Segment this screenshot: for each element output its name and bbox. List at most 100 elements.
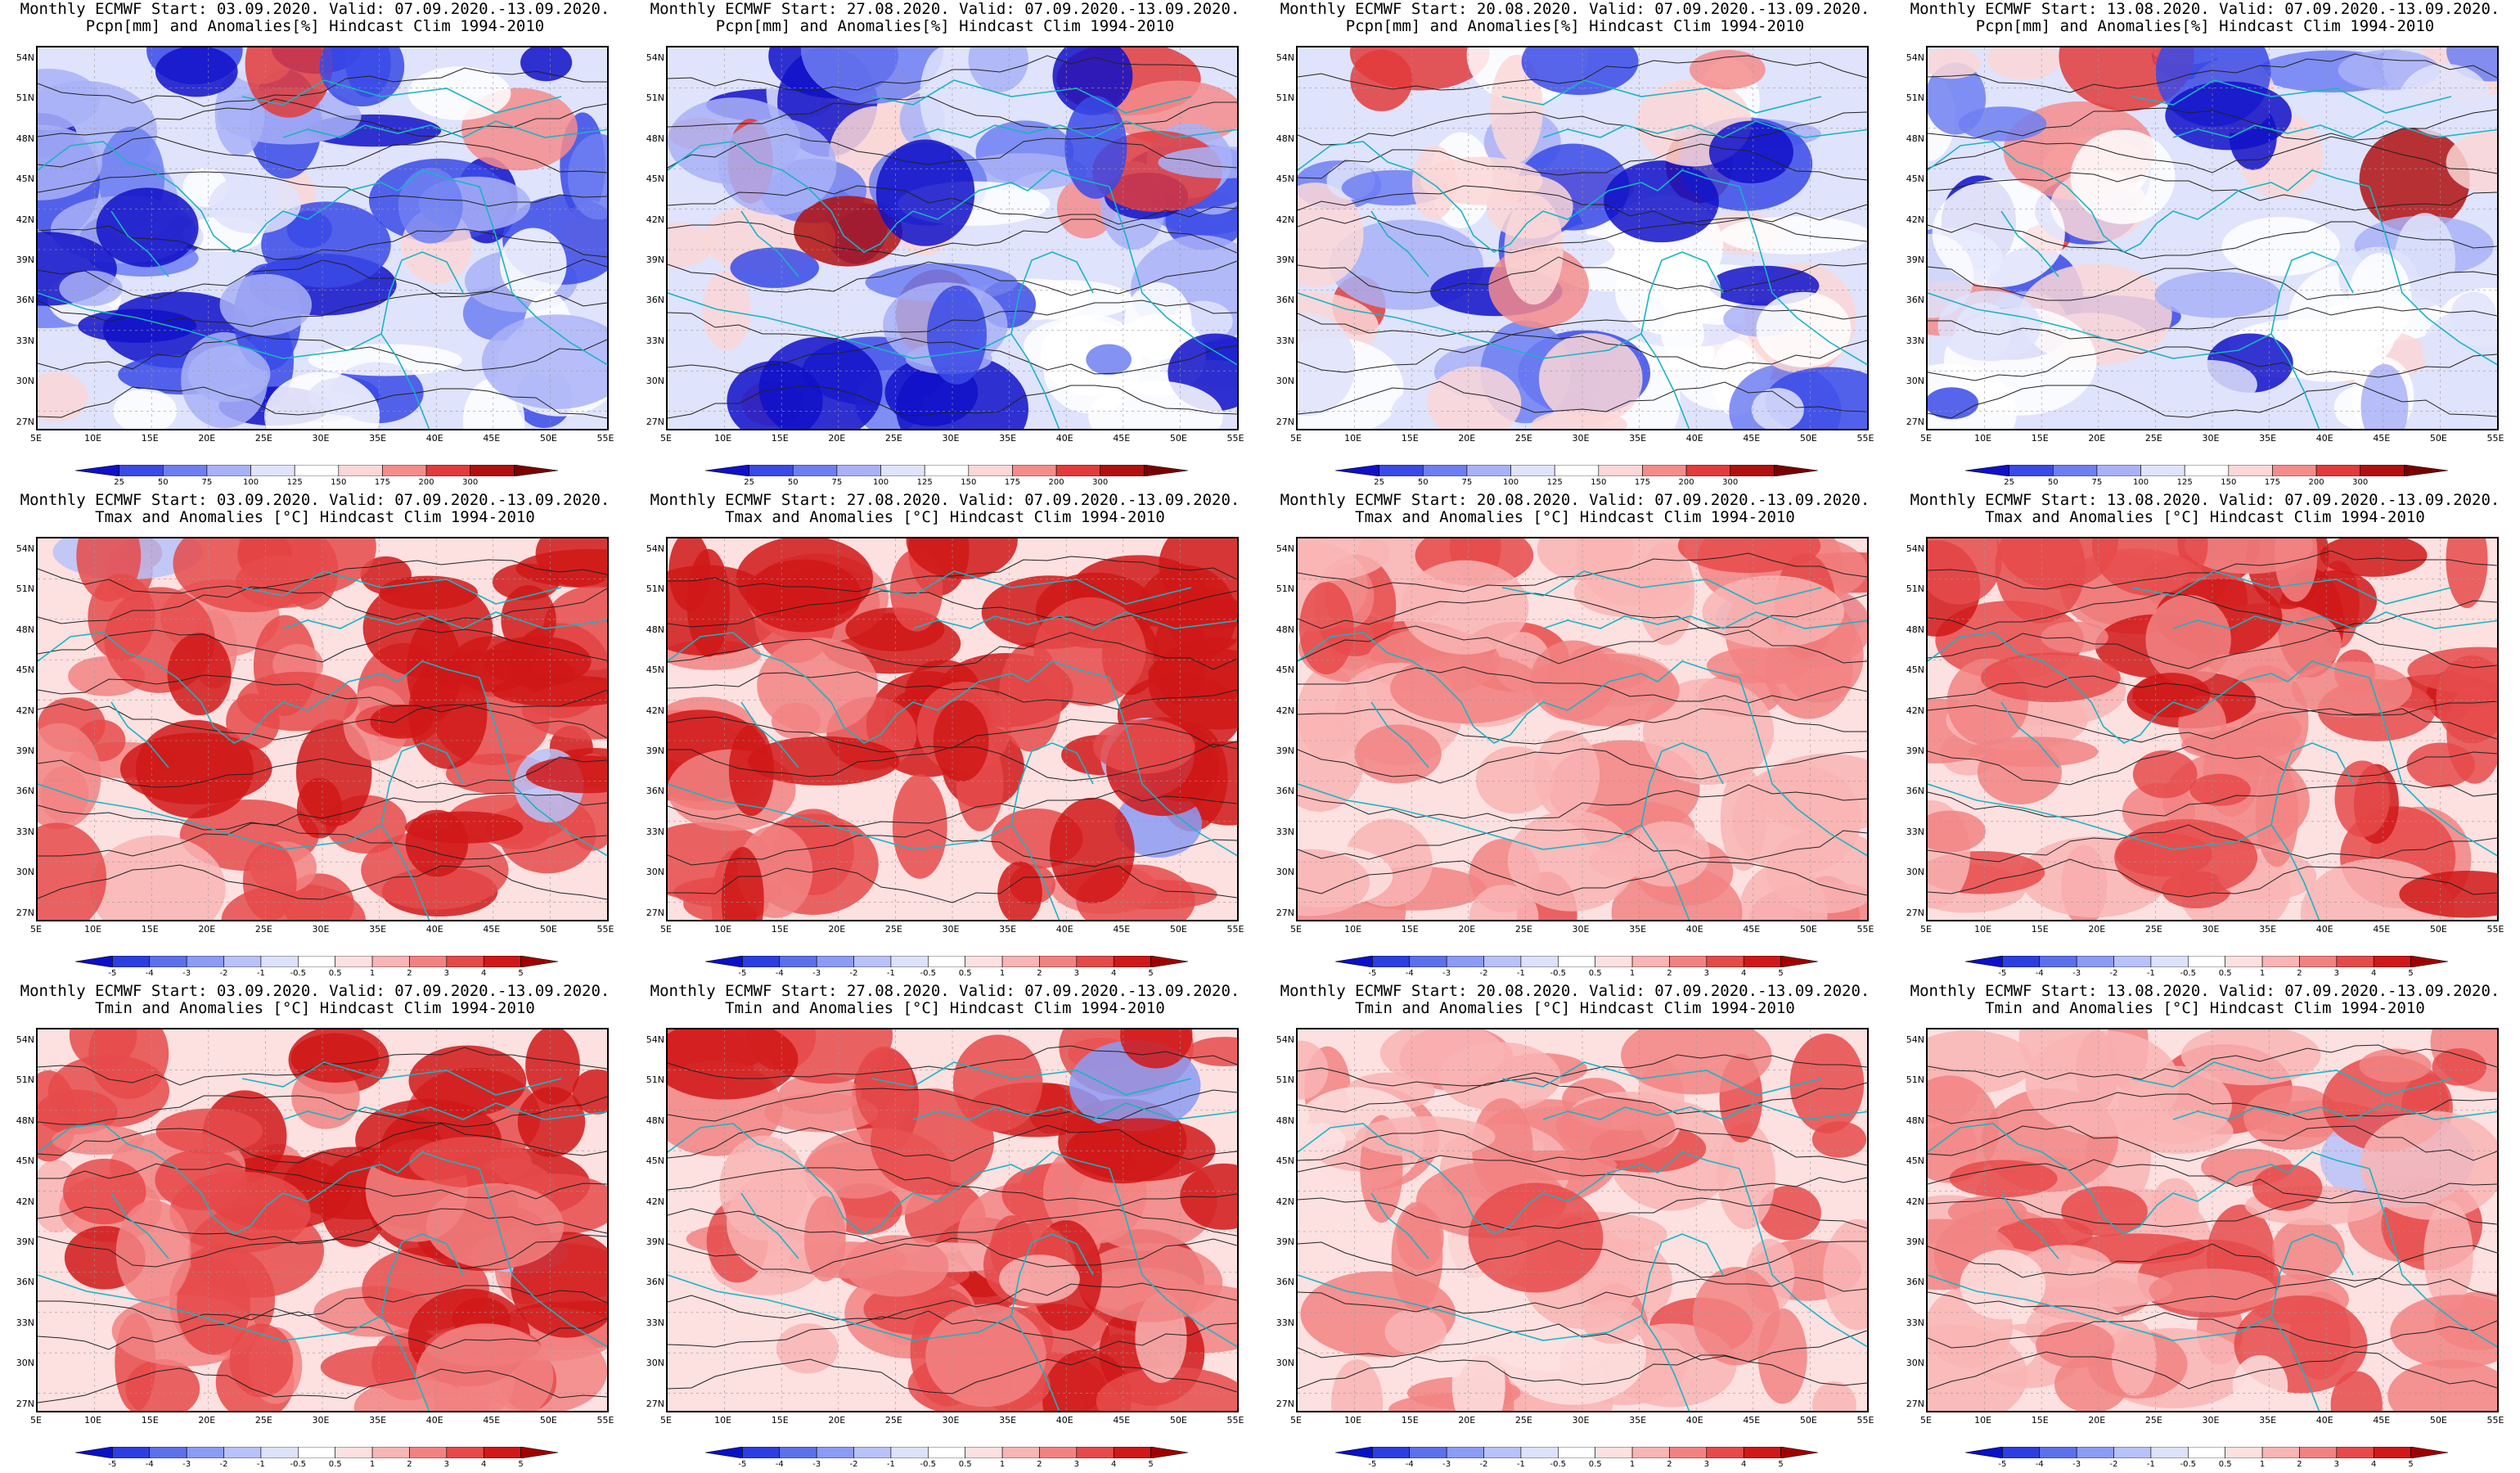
anomaly-blob <box>1996 538 2118 590</box>
colorbar-tick-label: 4 <box>1741 969 1747 978</box>
climatology-contour <box>1928 1159 2497 1200</box>
longitude-label: 20E <box>2088 1415 2106 1426</box>
colorbar-tick-label: -0.5 <box>920 1460 937 1469</box>
colorbar-tick-label: 125 <box>286 478 303 487</box>
anomaly-blob <box>1298 849 1370 917</box>
longitude-label: 15E <box>141 924 159 935</box>
latitude-label: 36N <box>1276 786 1294 797</box>
colorbar-tick-label: 5 <box>2408 969 2414 978</box>
colorbar-tick-label: -1 <box>256 1460 265 1469</box>
coastline <box>479 186 607 366</box>
anomaly-blob <box>1928 538 2002 605</box>
latitude-label: 54N <box>646 52 664 63</box>
longitude-label: 15E <box>141 1415 159 1426</box>
colorbar-tick-label: 4 <box>481 1460 487 1469</box>
anomaly-field <box>1298 47 1867 429</box>
colorbar-swatch <box>2002 956 2041 967</box>
colorbar-swatch <box>483 1447 521 1458</box>
anomaly-blob <box>59 270 123 306</box>
latitude-label: 42N <box>1906 1196 1924 1207</box>
latitude-label: 51N <box>1906 1074 1924 1086</box>
latitude-label: 54N <box>16 52 34 63</box>
latitude-label: 36N <box>646 786 664 797</box>
latitude-label: 48N <box>1906 1115 1924 1126</box>
longitude-label: 55E <box>1856 1415 1874 1426</box>
colorbar-tick-label: 0.5 <box>328 969 342 978</box>
anomaly-blob <box>2025 1030 2180 1137</box>
colorbar-swatch <box>2140 465 2185 476</box>
coastline <box>2131 79 2452 114</box>
anomaly-blob <box>407 66 511 120</box>
latitude-label: 33N <box>646 826 664 837</box>
longitude-label: 35E <box>369 433 387 444</box>
latitude-label: 45N <box>16 664 34 676</box>
colorbar <box>705 1447 1188 1458</box>
climatology-contour <box>1928 1243 2497 1282</box>
colorbar-swatch <box>1706 1447 1744 1458</box>
coastline <box>871 570 1192 605</box>
coastline <box>110 210 169 277</box>
colorbar <box>75 465 558 476</box>
panel-title-line1: Monthly ECMWF Start: 20.08.2020. Valid: … <box>1280 0 1870 18</box>
colorbar-tick-label: 4 <box>2371 969 2377 978</box>
coastline <box>241 79 562 114</box>
latitude-label: 39N <box>646 1237 664 1247</box>
coastline <box>241 1061 562 1096</box>
latitude-label: 45N <box>646 1155 664 1167</box>
anomaly-blob <box>2360 363 2409 429</box>
colorbar-swatch <box>1372 956 1411 967</box>
latitude-label: 45N <box>646 664 664 676</box>
map-panel: Monthly ECMWF Start: 20.08.2020. Valid: … <box>1260 982 1890 1473</box>
longitude-label: 15E <box>2031 433 2049 444</box>
climatology-contour <box>668 556 1237 592</box>
anomaly-blob <box>2291 661 2413 718</box>
panel-title-line2: Tmin and Anomalies [°C] Hindcast Clim 19… <box>1355 999 1795 1017</box>
longitude-label: 35E <box>999 433 1017 444</box>
climatology-contour <box>38 1163 607 1200</box>
colorbar-swatch <box>2360 465 2405 476</box>
colorbar <box>705 465 1188 476</box>
colorbar-swatch <box>1466 465 1511 476</box>
anomaly-blob <box>47 1054 170 1128</box>
anomaly-blob <box>2115 833 2213 876</box>
anomaly-blob <box>1751 388 1804 429</box>
map-panel: Monthly ECMWF Start: 13.08.2020. Valid: … <box>1890 491 2520 982</box>
coastline <box>241 570 562 605</box>
latitude-label: 33N <box>646 335 664 346</box>
coastline <box>1928 292 2320 429</box>
latitude-label: 33N <box>646 1317 664 1328</box>
coastline <box>1109 1168 1237 1348</box>
latitude-label: 39N <box>1276 255 1294 265</box>
anomaly-blob <box>1186 1036 1237 1067</box>
anomaly-blob <box>800 47 944 104</box>
latitude-label: 36N <box>646 1277 664 1288</box>
map-panel: Monthly ECMWF Start: 13.08.2020. Valid: … <box>1890 0 2520 491</box>
climatology-contour <box>38 98 607 137</box>
colorbar-tick-label: -2 <box>849 1460 858 1469</box>
colorbar-swatch <box>705 465 749 476</box>
colorbar-tick-label: 3 <box>443 1460 450 1469</box>
map-panel: Monthly ECMWF Start: 27.08.2020. Valid: … <box>630 982 1260 1473</box>
colorbar-swatch <box>1039 1447 1078 1458</box>
longitude-label: 50E <box>2429 1415 2447 1426</box>
longitude-label: 5E <box>30 924 42 935</box>
anomaly-blob <box>721 847 764 920</box>
anomaly-blob <box>1996 1218 2093 1252</box>
anomaly-blob <box>1615 250 1721 336</box>
coastline <box>1010 1233 1094 1317</box>
anomaly-blob <box>1298 1123 1346 1160</box>
latitude-label: 30N <box>16 376 34 387</box>
longitude-label: 25E <box>254 433 272 444</box>
colorbar <box>75 956 558 967</box>
longitude-label: 15E <box>2031 1415 2049 1426</box>
climatology-contour <box>668 829 1237 867</box>
colorbar <box>1335 956 1818 967</box>
colorbar-swatch <box>112 1447 151 1458</box>
colorbar-swatch <box>1335 1447 1373 1458</box>
map-panel: Monthly ECMWF Start: 27.08.2020. Valid: … <box>630 0 1260 491</box>
coastline <box>2270 742 2354 826</box>
map-panel: Monthly ECMWF Start: 27.08.2020. Valid: … <box>630 491 1260 982</box>
anomaly-blob <box>906 538 1018 580</box>
colorbar-swatch <box>1113 1447 1151 1458</box>
climatology-contour <box>1298 55 1867 91</box>
